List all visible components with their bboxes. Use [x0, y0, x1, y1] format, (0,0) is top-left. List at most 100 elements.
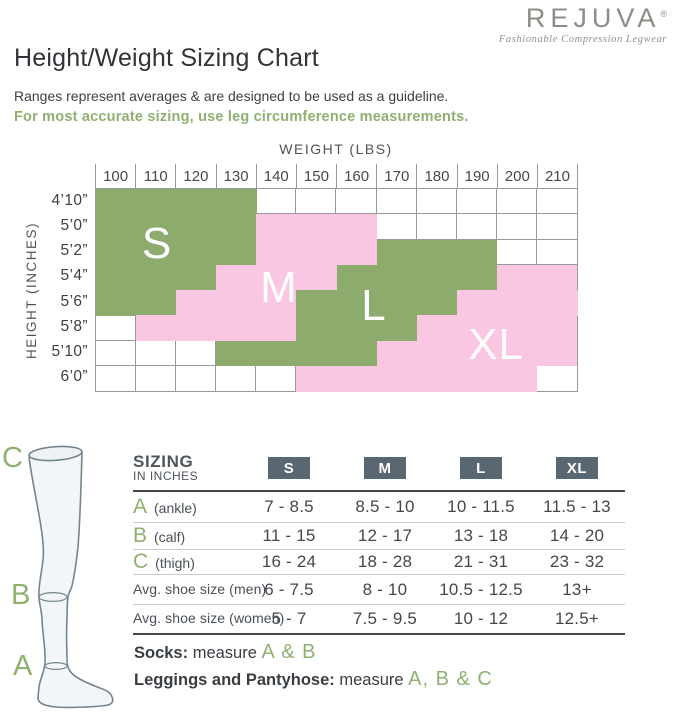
grid-cell — [496, 239, 537, 265]
size-value: 12 - 17 — [357, 526, 413, 545]
size-region-xl — [296, 365, 538, 392]
size-region-label-s: S — [141, 219, 173, 268]
size-value: 7.5 - 9.5 — [352, 609, 418, 628]
size-box-l: L — [460, 457, 502, 479]
size-region-xl — [496, 264, 578, 291]
size-box-s: S — [268, 457, 310, 479]
size-value: 18 - 28 — [357, 552, 413, 571]
size-value: 12.5+ — [554, 609, 599, 628]
size-region-m — [216, 264, 337, 291]
weight-tick-label: 110 — [136, 164, 177, 188]
grid-cell — [216, 365, 257, 391]
height-tick-label: 4’10” — [51, 191, 88, 209]
weight-axis-labels: 100 110 120 130 140 150 160 170 180 190 200 210 — [95, 164, 579, 188]
height-tick-label: 5’10” — [51, 343, 88, 361]
height-tick-label: 6’0” — [60, 368, 88, 386]
size-column-header: M — [337, 457, 433, 479]
size-value: 6 - 7.5 — [264, 579, 314, 599]
size-value: 8.5 - 10 — [355, 497, 415, 516]
table-row: C (thigh) 16 - 24 18 - 28 21 - 31 23 - 32 — [133, 550, 625, 575]
sizing-table-title: SIZING — [133, 452, 194, 471]
size-region-m — [256, 239, 378, 266]
size-value: 13 - 18 — [453, 526, 509, 545]
row-label-cell: Avg. shoe size (men) — [133, 581, 266, 599]
grid-cell — [296, 189, 337, 215]
size-region-l — [336, 264, 498, 291]
size-region-label-m: M — [260, 263, 298, 312]
grid-cell — [256, 189, 297, 215]
size-region-s — [96, 290, 177, 316]
weight-tick-label: 100 — [96, 164, 137, 188]
grid-cell — [416, 189, 457, 215]
footnote-measure-word: measure — [334, 671, 409, 689]
grid-cell — [336, 189, 377, 215]
thigh-opening — [28, 445, 83, 462]
measure-name: (thigh) — [155, 555, 195, 571]
accuracy-note: For most accurate sizing, use leg circum… — [14, 109, 469, 125]
height-axis-labels: 4’10” 5’0” 5’2” 5’4” 5’6” 5’8” 5’10” 6’0” — [20, 188, 88, 390]
brand-tagline: Fashionable Compression Legwear — [498, 34, 667, 45]
size-value: 23 - 32 — [549, 552, 605, 571]
measure-letter: A — [133, 495, 148, 518]
grid-cell — [376, 189, 417, 215]
size-value: 16 - 24 — [261, 552, 317, 571]
grid-cell — [537, 366, 577, 391]
size-region-label-l: L — [361, 281, 387, 330]
size-value: 7 - 8.5 — [264, 497, 314, 516]
size-region-label-xl: XL — [468, 320, 524, 369]
grid-cell — [536, 214, 577, 240]
size-region-xl — [376, 340, 578, 367]
sizing-table: SIZING IN INCHES S M L XL A (ankle) 7 - 8.5 8.… — [133, 446, 625, 635]
grid-cell — [136, 340, 177, 366]
sizing-table-header: SIZING IN INCHES S M L XL — [133, 446, 625, 492]
size-value: 11 - 15 — [262, 526, 316, 545]
size-region-l — [376, 239, 498, 266]
weight-tick-label: 140 — [257, 164, 297, 188]
size-region-s — [96, 214, 257, 240]
size-region-m — [176, 290, 297, 316]
measure-name: (calf) — [154, 529, 186, 545]
size-region-l — [296, 290, 458, 316]
calf-marker-label: B — [11, 579, 31, 611]
grid-cell — [496, 189, 537, 215]
size-value: 13+ — [562, 579, 592, 599]
registered-mark: ® — [660, 9, 667, 19]
weight-tick-label: 160 — [337, 164, 378, 188]
size-value: 14 - 20 — [549, 526, 605, 545]
height-tick-label: 5’0” — [60, 216, 88, 234]
footnote-measure-letters: A & B — [261, 641, 317, 663]
sizing-table-body: A (ankle) 7 - 8.5 8.5 - 10 10 - 11.5 11.5 - 1… — [133, 492, 625, 635]
row-label-cell: B (calf) — [133, 524, 241, 548]
brand-name: REJUVA® — [525, 3, 667, 33]
grid-cell — [456, 214, 497, 240]
size-region-s — [96, 264, 217, 291]
row-label-cell: A (ankle) — [133, 495, 241, 519]
grid-cell — [136, 365, 177, 391]
size-value: 10.5 - 12.5 — [439, 579, 523, 599]
grid-cell — [96, 365, 137, 391]
footnote-measure-word: measure — [188, 644, 262, 662]
row-label: Avg. shoe size (women) — [133, 610, 285, 626]
calf-measure-line — [38, 592, 68, 603]
weight-tick-label: 210 — [538, 164, 579, 188]
brand-logo: REJUVA® Fashionable Compression Legwear — [499, 4, 667, 45]
size-box-xl: XL — [556, 457, 598, 479]
row-label-cell: Avg. shoe size (women) — [133, 610, 284, 628]
footnote-line: Leggings and Pantyhose: measure A, B & C — [134, 668, 493, 692]
page-title: Height/Weight Sizing Chart — [14, 44, 319, 72]
size-value: 5 - 7 — [271, 609, 307, 628]
size-region-m — [136, 315, 297, 341]
footnote-product: Leggings and Pantyhose: — [134, 671, 335, 689]
size-value: 21 - 31 — [453, 552, 509, 571]
size-value: 10 - 12 — [453, 609, 509, 628]
height-tick-label: 5’8” — [60, 317, 88, 335]
height-tick-label: 5’2” — [60, 242, 88, 260]
size-region-l — [296, 315, 418, 341]
size-value: 10 - 11.5 — [447, 497, 515, 516]
table-row: Avg. shoe size (women) 5 - 7 7.5 - 9.5 10 -… — [133, 605, 625, 635]
measure-name: (ankle) — [154, 500, 197, 516]
weight-tick-label: 180 — [417, 164, 458, 188]
subtitle: Ranges represent averages & are designed… — [14, 88, 449, 104]
weight-tick-label: 200 — [498, 164, 538, 188]
